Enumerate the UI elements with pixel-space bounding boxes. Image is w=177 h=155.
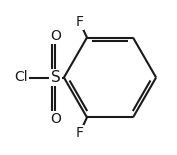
Text: S: S <box>51 70 60 85</box>
Text: F: F <box>75 15 83 29</box>
Text: O: O <box>50 112 61 126</box>
Text: Cl: Cl <box>14 71 28 84</box>
Text: O: O <box>50 29 61 43</box>
Text: F: F <box>75 126 83 140</box>
